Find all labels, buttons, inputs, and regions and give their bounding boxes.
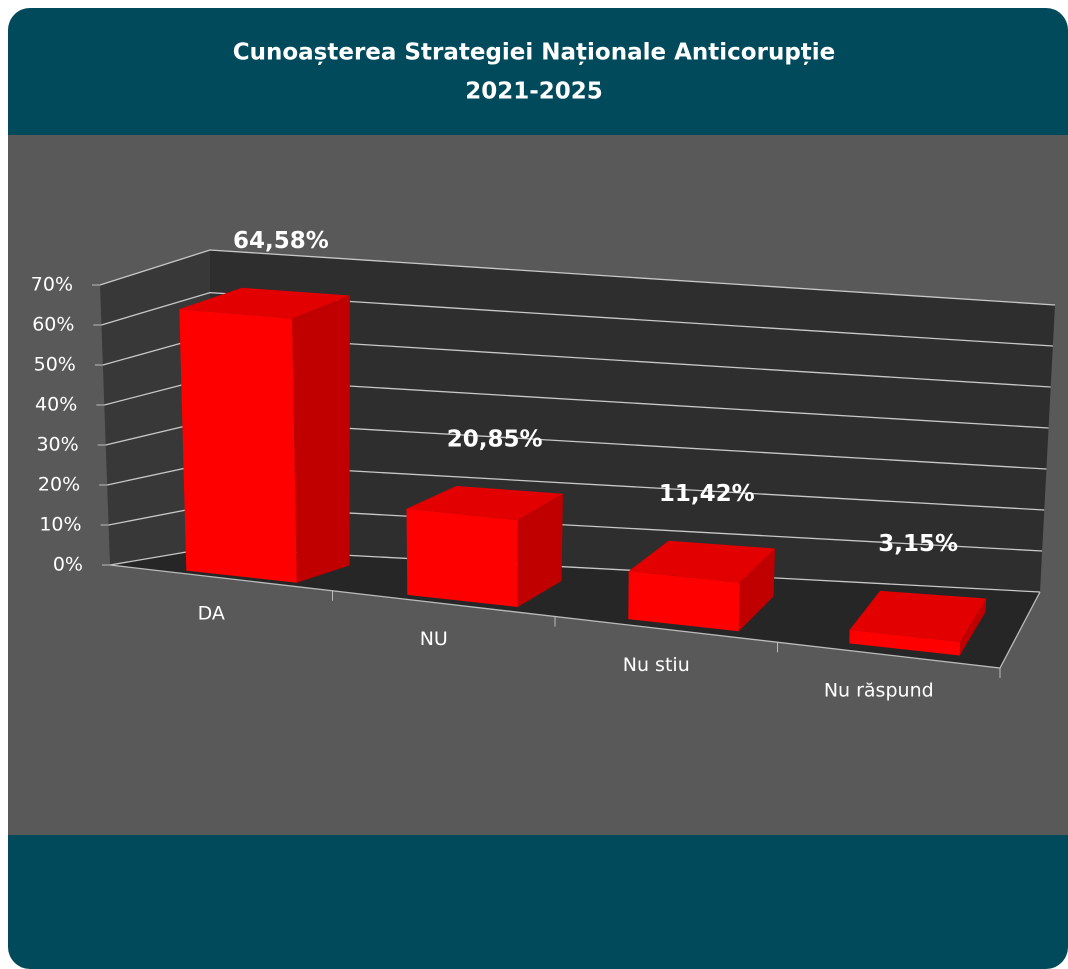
y-tick-label: 50% (34, 354, 76, 376)
x-tick-label: Nu stiu (623, 654, 690, 676)
bar (849, 629, 961, 656)
bar-top (628, 540, 775, 583)
grid-line (99, 249, 1056, 306)
y-tick-label: 40% (35, 394, 77, 416)
y-tick-label: 20% (38, 474, 80, 496)
bar-side (959, 598, 987, 656)
value-label: 20,85% (447, 426, 543, 452)
grid-line (101, 291, 1053, 347)
bar-top (406, 486, 563, 521)
y-tick-label: 60% (32, 314, 74, 336)
floor (110, 548, 1040, 668)
value-label: 64,58% (233, 228, 329, 254)
chart-title: Cunoașterea Strategiei Naționale Anticor… (233, 40, 836, 66)
y-tick-label: 0% (53, 554, 83, 576)
x-tick-label: NU (420, 628, 448, 650)
x-tick-label: Nu răspund (824, 680, 934, 702)
y-tick-label: 30% (36, 434, 78, 456)
bar (628, 571, 740, 632)
y-tick-label: 70% (31, 274, 73, 296)
bar-side (292, 295, 350, 583)
bar-side (738, 548, 775, 632)
chart-subtitle: 2021-2025 (465, 79, 603, 105)
bar (406, 508, 518, 607)
value-label: 11,42% (659, 481, 755, 507)
bar-top (179, 287, 350, 319)
bar-top (849, 590, 987, 642)
value-label: 3,15% (878, 531, 958, 557)
y-tick-label: 10% (39, 514, 81, 536)
bar (179, 309, 297, 583)
bar-side (517, 493, 563, 607)
x-tick-label: DA (198, 602, 225, 624)
